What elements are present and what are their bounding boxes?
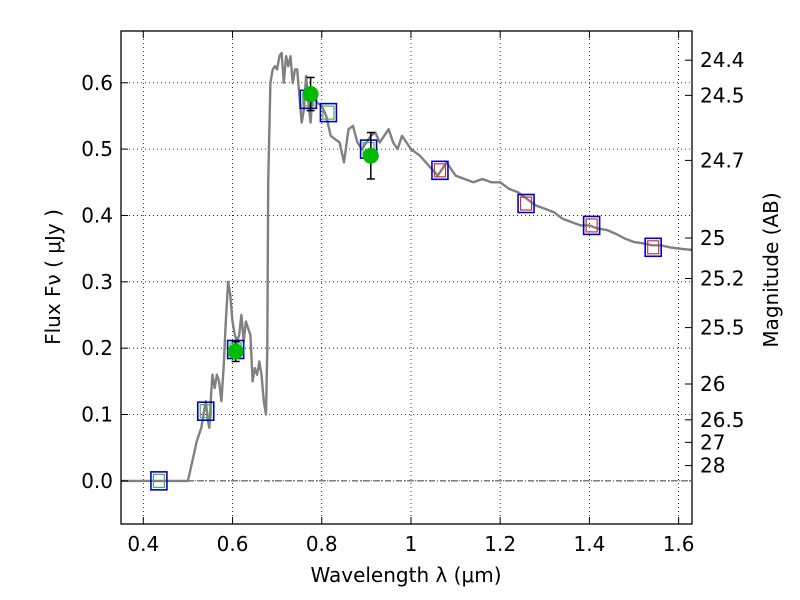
model-sed-line [121,51,693,483]
observed-points-layer [227,76,379,363]
right-tick-label: 26 [700,372,725,396]
right-tick-label: 25.2 [700,266,745,290]
right-axis-label: Magnitude (AB) [759,192,783,347]
observed-point [227,343,244,360]
observed-point [302,86,319,103]
photometry-box [582,215,601,236]
photometry-box-inner [585,218,598,233]
right-tick-label: 27 [700,430,725,454]
x-tick-label: 0.4 [127,532,159,556]
y-tick-label: 0.6 [81,71,113,95]
photometry-box [517,193,535,214]
photometry-box-layer [150,89,662,491]
photometry-box [319,102,338,123]
photometry-box [196,401,215,422]
axis-ticks: 0.4 0.6 0.8 1 1.2 1.4 1.6 0.0 0.1 0.2 0.3 0.4 0.5 0.6… [81,31,745,556]
x-tick-label: 1.2 [484,532,516,556]
x-tick-label: 1.6 [663,532,695,556]
photometry-box-inner [519,196,533,211]
y-tick-label: 0.1 [81,403,113,427]
x-tick-label: 0.6 [217,532,249,556]
photometry-box [644,237,662,258]
photometry-box [150,471,168,491]
grid [121,31,692,524]
photometry-box [431,160,449,181]
right-tick-label: 26.5 [700,408,745,432]
y-tick-label: 0.3 [81,270,113,294]
observed-point [362,147,379,164]
y-tick-label: 0.4 [81,203,113,227]
model-sed-layer [121,51,693,483]
right-tick-label: 24.7 [700,148,745,172]
y-tick-label: 0.0 [81,469,113,493]
plot-frame [120,30,693,525]
y-axis-label: Flux Fν ( μJy ) [41,209,65,345]
photometry-box-inner [647,240,660,255]
right-tick-label: 24.4 [700,48,745,72]
y-tick-label: 0.5 [81,137,113,161]
x-tick-label: 1 [405,532,418,556]
x-tick-label: 1.4 [573,532,605,556]
photometry-box-inner [322,105,335,120]
right-tick-label: 25 [700,226,725,250]
right-tick-label: 24.5 [700,83,745,107]
photometry-box-inner [199,404,212,419]
right-tick-label: 28 [700,454,725,478]
y-tick-label: 0.2 [81,336,113,360]
photometry-box-inner [152,473,166,488]
x-axis-label: Wavelength λ (μm) [310,563,501,587]
photometry-box-inner [433,163,447,178]
right-tick-label: 25.5 [700,316,745,340]
x-tick-label: 0.8 [306,532,338,556]
